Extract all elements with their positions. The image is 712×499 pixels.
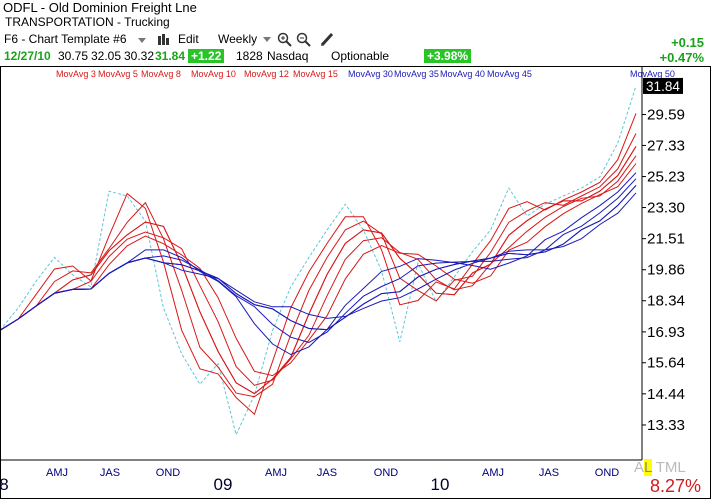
x-tick-label: OND — [374, 467, 399, 479]
legend-item: MovAvg 35 — [394, 69, 439, 79]
legend-item: MovAvg 40 — [440, 69, 485, 79]
plot-area — [0, 85, 637, 437]
x-tick-label: 10 — [431, 475, 450, 494]
x-tick-label: AMJ — [46, 467, 68, 479]
legend-item: MovAvg 12 — [244, 69, 289, 79]
moving-average-line — [0, 192, 637, 331]
y-tick-label: 29.59 — [647, 106, 685, 123]
legend-item: MovAvg 15 — [293, 69, 338, 79]
y-tick-label: 14.44 — [647, 386, 685, 403]
zoom-out-icon[interactable] — [296, 32, 311, 50]
x-tick-label: OND — [595, 467, 620, 479]
legend-item: MovAvg 8 — [141, 69, 181, 79]
y-tick-label: 27.33 — [647, 137, 685, 154]
legend-item: MovAvg 30 — [348, 69, 393, 79]
quote-high: 32.05 — [91, 49, 122, 63]
quote-close: 31.84 — [155, 49, 186, 63]
legend: MovAvg 3 MovAvg 5 MovAvg 8 MovAvg 10 MovAvg … — [56, 69, 675, 79]
right-pct-change: +0.47% — [659, 50, 704, 65]
legend-item: MovAvg 5 — [98, 69, 138, 79]
x-tick-label: JAS — [100, 467, 120, 479]
x-tick-label: AMJ — [265, 467, 287, 479]
last-price-box — [643, 77, 683, 94]
footer-prefix: A — [634, 459, 645, 476]
legend-item: MovAvg 3 — [56, 69, 96, 79]
x-tick-label: AMJ — [482, 467, 504, 479]
x-tick-label: OND — [156, 467, 181, 479]
last-price-label: 31.84 — [646, 78, 680, 94]
right-change: +0.15 — [671, 35, 704, 50]
x-tick-label: 8 — [0, 475, 9, 494]
period-select[interactable]: Weekly — [218, 32, 258, 46]
x-tick-label: JAS — [539, 467, 559, 479]
chevron-down-icon[interactable] — [137, 33, 151, 48]
x-tick-label: JAS — [317, 467, 337, 479]
bar-chart-icon[interactable] — [157, 33, 171, 49]
y-tick-label: 19.86 — [647, 262, 685, 279]
y-tick-label: 16.93 — [647, 324, 685, 341]
quote-change: +1.22 — [188, 49, 225, 63]
chart-header: ODFL - Old Dominion Freight Lne TRANSPOR… — [0, 0, 712, 66]
quote-date: 12/27/10 — [4, 49, 51, 63]
y-tick-label: 15.64 — [647, 355, 685, 372]
y-tick-label: 21.51 — [647, 231, 685, 248]
stock-title: ODFL - Old Dominion Freight Lne — [3, 0, 197, 15]
quote-open: 30.75 — [58, 49, 89, 63]
footer-pct: 8.27% — [650, 476, 702, 496]
zoom-in-icon[interactable] — [277, 32, 292, 50]
moving-average-line — [0, 163, 637, 377]
legend-item: MovAvg 10 — [191, 69, 236, 79]
moving-average-line — [0, 113, 637, 416]
y-tick-label: 18.34 — [647, 293, 685, 310]
quote-low: 30.32 — [124, 49, 155, 63]
template-select[interactable]: F6 - Chart Template #6 — [4, 32, 127, 46]
y-tick-label: 25.23 — [647, 169, 685, 186]
moving-average-line — [0, 155, 637, 386]
sector-label: TRANSPORTATION - Trucking — [5, 15, 170, 29]
price-line — [0, 85, 637, 437]
chevron-down-icon[interactable] — [262, 33, 272, 48]
footer-tag: AL TML — [634, 459, 686, 476]
x-axis: 8 AMJ JAS OND 09 AMJ JAS OND 10 AMJ JAS OND — [0, 467, 619, 494]
optionable-label: Optionable — [331, 49, 390, 63]
quote-exchange: Nasdaq — [267, 49, 309, 63]
chart-frame — [0, 66, 711, 499]
legend-item: MovAvg 45 — [487, 69, 532, 79]
moving-average-line — [0, 146, 637, 395]
footer-suffix: TML — [651, 459, 686, 476]
legend-item: MovAvg 50 — [630, 69, 675, 79]
pencil-icon[interactable] — [320, 32, 335, 50]
moving-average-line — [0, 133, 637, 398]
y-axis: 29.59 27.33 25.23 23.30 21.51 19.86 18.34 16.93… — [0, 66, 711, 499]
edit-button[interactable]: Edit — [178, 32, 199, 46]
y-tick-label: 23.30 — [647, 200, 685, 217]
x-tick-label: 09 — [214, 475, 233, 494]
y-tick-label: 13.33 — [647, 417, 685, 434]
footer-highlight: L — [644, 459, 652, 476]
quote-volume: 1828 — [236, 49, 263, 63]
pct-change-badge: +3.98% — [424, 49, 472, 63]
